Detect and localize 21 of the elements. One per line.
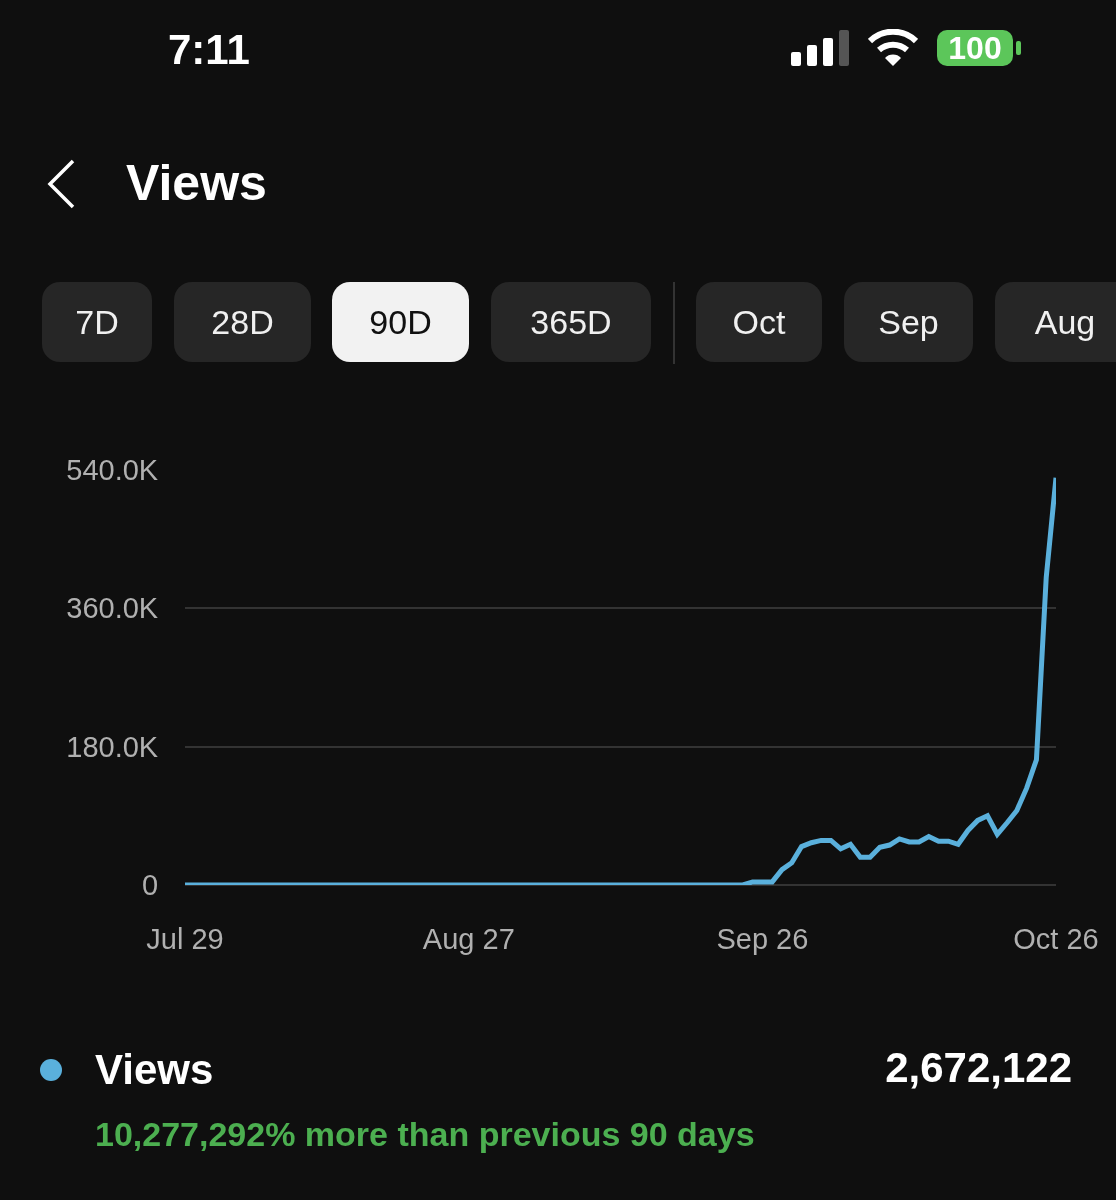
y-tick-label: 360.0K [66, 592, 159, 625]
y-tick-label: 540.0K [66, 454, 159, 487]
text: 90D [332, 282, 469, 362]
x-tick-label: Sep 26 [716, 922, 809, 955]
x-tick-label: Oct 26 [1013, 922, 1099, 955]
chart-title: Views [126, 154, 267, 212]
x-tick-label: Jul 29 [146, 922, 224, 955]
text: 100 [937, 30, 1013, 67]
text: Aug [995, 282, 1116, 362]
text: 7:11 [168, 26, 250, 74]
y-tick-label: 0 [142, 869, 159, 902]
legend-label: Views [95, 1046, 214, 1094]
text: Oct [696, 282, 822, 362]
text: 10,277,292% more than previous 90 days [95, 1115, 755, 1154]
text: 7D [42, 282, 152, 362]
text: 28D [174, 282, 311, 362]
x-tick-label: Aug 27 [422, 922, 515, 955]
y-tick-label: 180.0K [66, 730, 159, 763]
text: Sep [844, 282, 973, 362]
text: 365D [491, 282, 651, 362]
text: 2,672,122 [885, 1044, 1072, 1092]
